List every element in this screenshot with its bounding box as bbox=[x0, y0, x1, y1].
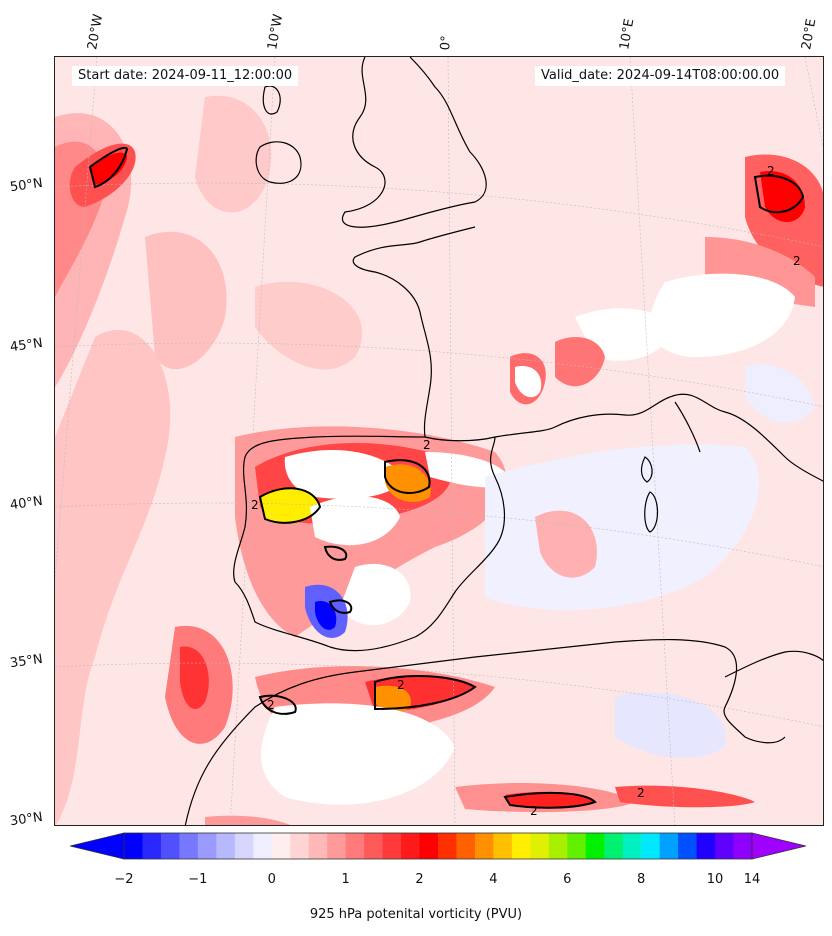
colorbar-extend-low bbox=[70, 832, 125, 860]
start-date-label: Start date: 2024-09-11_12:00:00 bbox=[72, 66, 299, 86]
colorbar-tick: 4 bbox=[489, 872, 498, 887]
colorbar bbox=[70, 832, 806, 860]
svg-text:2: 2 bbox=[267, 698, 275, 712]
colorbar-segment bbox=[511, 833, 531, 859]
colorbar-segment bbox=[622, 833, 642, 859]
colorbar-segment bbox=[548, 833, 568, 859]
colorbar-tick: 1 bbox=[341, 872, 350, 887]
north-africa-field bbox=[205, 666, 755, 825]
colorbar-segment bbox=[124, 833, 143, 859]
colorbar-segment bbox=[678, 833, 698, 859]
colorbar-segment bbox=[327, 833, 347, 859]
colorbar-segment bbox=[345, 833, 365, 859]
valid-date-label: Valid_date: 2024-09-14T08:00:00.00 bbox=[535, 66, 786, 86]
lat-label-30n: 30°N bbox=[9, 809, 44, 830]
colorbar-border bbox=[123, 832, 753, 860]
colorbar-segment bbox=[290, 833, 310, 859]
colorbar-segment bbox=[474, 833, 494, 859]
lat-label-35n: 35°N bbox=[9, 651, 44, 672]
colorbar-segment bbox=[142, 833, 162, 859]
colorbar-segment bbox=[401, 833, 421, 859]
colorbar-segment bbox=[382, 833, 402, 859]
colorbar-tick: −2 bbox=[114, 872, 134, 887]
iberia-field bbox=[235, 426, 510, 638]
colorbar-segment bbox=[585, 833, 605, 859]
lon-label-10e: 10°E bbox=[617, 17, 638, 52]
lat-label-45n: 45°N bbox=[9, 335, 44, 356]
colorbar-extend-high bbox=[751, 832, 806, 860]
colorbar-segment bbox=[216, 833, 236, 859]
colorbar-segment bbox=[197, 833, 217, 859]
colorbar-segment bbox=[456, 833, 476, 859]
colorbar-segment bbox=[419, 833, 439, 859]
colorbar-segment bbox=[364, 833, 384, 859]
svg-text:2: 2 bbox=[530, 804, 538, 818]
colorbar-tick: 10 bbox=[706, 872, 724, 887]
colorbar-segment bbox=[715, 833, 735, 859]
colorbar-segment bbox=[493, 833, 513, 859]
colorbar-segment bbox=[696, 833, 716, 859]
svg-text:2: 2 bbox=[793, 254, 801, 268]
colorbar-segment bbox=[179, 833, 199, 859]
alps-field bbox=[510, 154, 823, 424]
colorbar-title: 925 hPa potenital vorticity (PVU) bbox=[309, 907, 523, 922]
svg-text:2: 2 bbox=[767, 164, 775, 178]
colorbar-segment bbox=[253, 833, 273, 859]
colorbar-segment bbox=[308, 833, 328, 859]
svg-text:2: 2 bbox=[423, 438, 431, 452]
coastlines bbox=[184, 57, 823, 825]
svg-text:2: 2 bbox=[397, 678, 405, 692]
colorbar-segment bbox=[438, 833, 457, 859]
lon-label-10w: 10°W bbox=[265, 13, 287, 52]
colorbar-tick: 0 bbox=[267, 872, 276, 887]
svg-text:2: 2 bbox=[251, 498, 259, 512]
pv-map: 2 2 2 2 2 2 2 2 bbox=[55, 57, 823, 825]
contour-labels: 2 2 2 2 2 2 2 2 bbox=[251, 164, 801, 818]
pv-2-contours bbox=[88, 147, 805, 809]
colorbar-tick: 14 bbox=[743, 872, 761, 887]
colorbar-tick: −1 bbox=[188, 872, 208, 887]
colorbar-tick: 2 bbox=[415, 872, 424, 887]
lon-label-20w: 20°W bbox=[85, 13, 107, 52]
lon-label-0: 0° bbox=[438, 34, 455, 51]
colorbar-tick: 8 bbox=[637, 872, 646, 887]
lat-label-50n: 50°N bbox=[9, 175, 44, 196]
colorbar-segment bbox=[659, 833, 679, 859]
colorbar-segment bbox=[733, 833, 753, 859]
svg-text:2: 2 bbox=[637, 786, 645, 800]
colorbar-segment bbox=[271, 833, 291, 859]
lat-label-40n: 40°N bbox=[9, 493, 44, 514]
lon-label-20e: 20°E bbox=[799, 17, 820, 52]
colorbar-segment bbox=[530, 833, 550, 859]
colorbar-segment bbox=[604, 833, 624, 859]
colorbar-tick: 6 bbox=[563, 872, 572, 887]
colorbar-segment bbox=[567, 833, 587, 859]
colorbar-segment bbox=[160, 833, 180, 859]
map-panel: 2 2 2 2 2 2 2 2 bbox=[54, 56, 824, 826]
colorbar-segment bbox=[234, 833, 254, 859]
colorbar-segment bbox=[641, 833, 661, 859]
